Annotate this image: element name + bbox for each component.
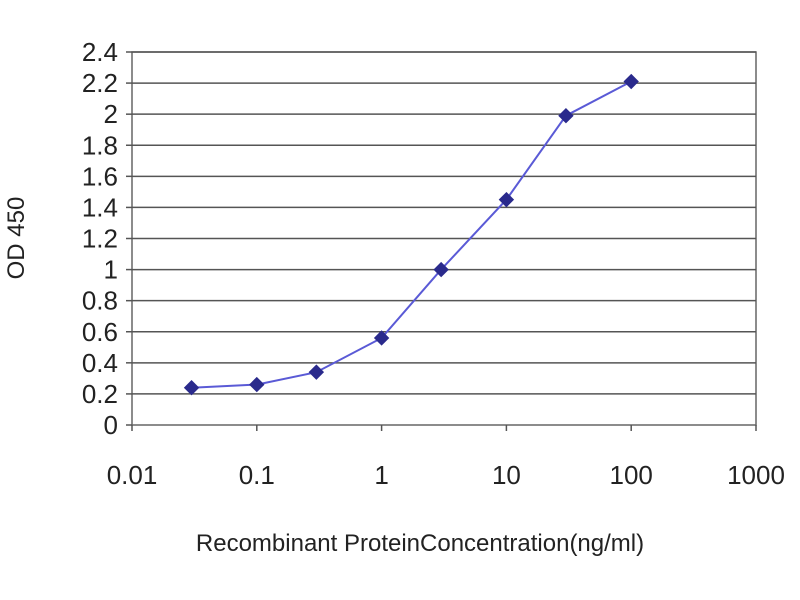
data-point: [183, 379, 200, 396]
y-tick-label: 2.2: [82, 68, 118, 98]
y-tick-label: 0.2: [82, 379, 118, 409]
x-tick-label: 100: [610, 460, 653, 490]
series-group: [183, 73, 639, 396]
x-tick-label: 0.01: [107, 460, 158, 490]
data-point: [249, 376, 265, 393]
data-point: [373, 330, 390, 346]
x-tick-label: 1000: [727, 460, 785, 490]
y-tick-label: 1.6: [82, 161, 118, 191]
y-tick-label: 0.4: [82, 348, 118, 378]
grid: [132, 51, 756, 395]
x-axis: 0.01 0.1 1 10 100 1000: [107, 425, 785, 490]
y-tick-label: 0.6: [82, 317, 118, 347]
y-tick-label: 1.8: [82, 130, 118, 160]
data-point: [623, 73, 639, 90]
data-point: [433, 261, 449, 278]
x-axis-title: Recombinant ProteinConcentration(ng/ml): [196, 530, 644, 557]
y-tick-label: 1.2: [82, 224, 118, 254]
x-tick-label: 1: [374, 460, 388, 490]
data-point: [558, 108, 574, 124]
y-axis-title: OD 450: [3, 197, 30, 280]
x-tick-label: 10: [492, 460, 521, 490]
y-tick-label: 0.8: [82, 286, 118, 316]
y-axis: 00.20.40.60.811.21.41.61.822.22.4: [82, 37, 132, 440]
y-tick-label: 2: [104, 99, 118, 129]
data-point: [498, 191, 515, 208]
y-tick-label: 1.4: [82, 192, 118, 222]
y-tick-label: 0: [104, 410, 118, 440]
x-tick-label: 0.1: [239, 460, 275, 490]
series-line: [191, 80, 632, 389]
y-tick-label: 1: [104, 255, 118, 285]
data-point: [308, 364, 325, 380]
y-tick-label: 2.4: [82, 37, 118, 67]
